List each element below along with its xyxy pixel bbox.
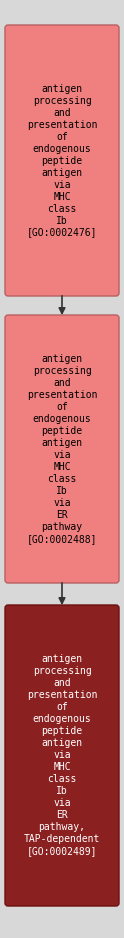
Text: antigen
processing
and
presentation
of
endogenous
peptide
antigen
via
MHC
class
: antigen processing and presentation of e… (24, 655, 100, 856)
Text: antigen
processing
and
presentation
of
endogenous
peptide
antigen
via
MHC
class
: antigen processing and presentation of e… (27, 83, 97, 237)
FancyBboxPatch shape (5, 315, 119, 583)
Text: antigen
processing
and
presentation
of
endogenous
peptide
antigen
via
MHC
class
: antigen processing and presentation of e… (27, 354, 97, 544)
FancyBboxPatch shape (5, 605, 119, 906)
FancyBboxPatch shape (5, 25, 119, 296)
